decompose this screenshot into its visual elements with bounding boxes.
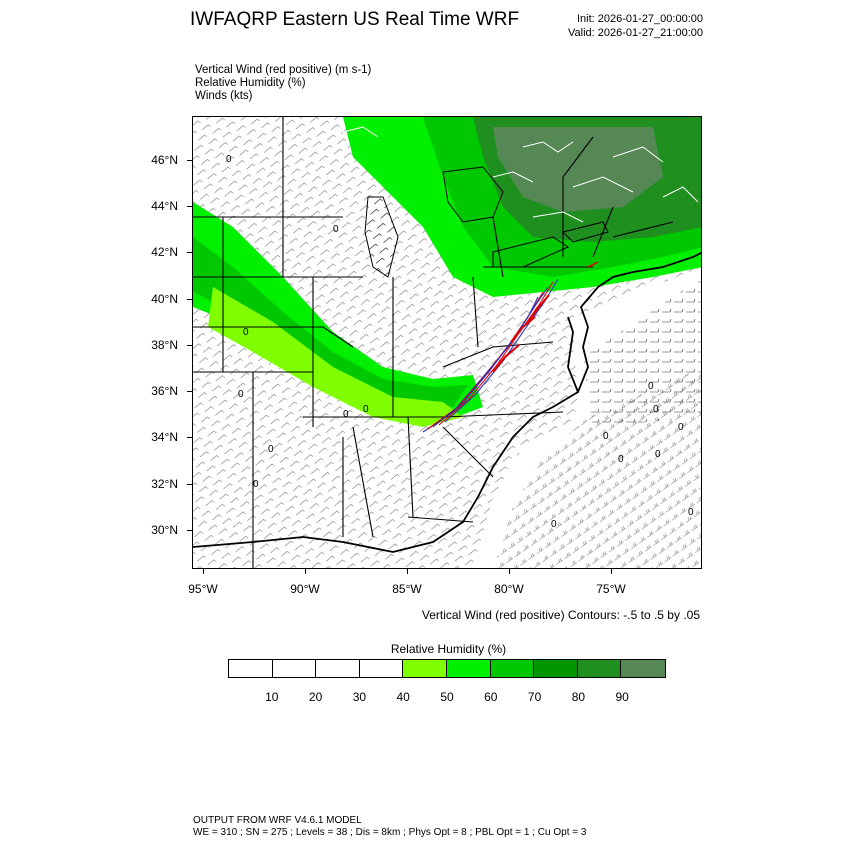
lat-tick [187,345,192,346]
field-winds: Winds (kts) [195,90,253,102]
lat-label: 34°N [151,430,178,444]
colorbar-label: 70 [527,690,542,704]
colorbar-label: 90 [615,690,629,704]
lon-label: 90°W [290,582,320,596]
lat-label: 46°N [151,153,178,167]
contour-label: 0 [243,327,249,338]
colorbar-box [446,660,491,677]
lat-label: 44°N [151,199,178,213]
lat-label: 36°N [151,384,178,398]
lat-label: 40°N [151,292,178,306]
field-relative-humidity: Relative Humidity (%) [195,77,306,89]
contour-label: 0 [333,224,339,235]
lat-label: 30°N [151,523,178,537]
lon-tick [509,569,510,574]
colorbar [228,659,666,678]
map-panel: 0 0 0 0 0 0 0 0 0 0 0 0 0 0 0 0 [192,116,702,569]
contour-label: 0 [653,404,659,415]
model-config: WE = 310 ; SN = 275 ; Levels = 38 ; Dis … [193,827,587,838]
contour-label: 0 [655,449,661,460]
model-info: OUTPUT FROM WRF V4.6.1 MODEL [193,815,362,826]
lon-tick [305,569,306,574]
contour-label: 0 [648,381,654,392]
colorbar-box [316,660,360,677]
colorbar-label: 40 [396,690,410,704]
contour-note: Vertical Wind (red positive) Contours: -… [421,608,700,622]
init-time: Init: 2026-01-27_00:00:00 [577,13,703,25]
lon-tick [407,569,408,574]
colorbar-box [272,660,317,677]
lon-tick [203,569,204,574]
colorbar-box [403,660,447,677]
contour-label: 0 [363,404,369,415]
lat-tick [187,437,192,438]
lat-label: 42°N [151,245,178,259]
contour-label: 0 [343,409,349,420]
lat-tick [187,530,192,531]
contour-label: 0 [253,479,259,490]
colorbar-box [621,660,665,677]
map-graphic: 0 0 0 0 0 0 0 0 0 0 0 0 0 0 0 0 [193,117,701,568]
colorbar-label: 10 [265,690,279,704]
lon-label: 80°W [494,582,524,596]
colorbar-label: 50 [440,690,454,704]
contour-label: 0 [268,444,274,455]
colorbar-label: 30 [352,690,367,704]
colorbar-box [577,660,622,677]
colorbar-box [359,660,404,677]
colorbar-title: Relative Humidity (%) [390,642,507,656]
contour-label: 0 [551,519,557,530]
map-title: IWFAQRP Eastern US Real Time WRF [190,9,520,30]
contour-label: 0 [618,454,624,465]
lon-tick [611,569,612,574]
lat-tick [187,160,192,161]
contour-label: 0 [603,431,609,442]
colorbar-label: 60 [484,690,498,704]
lat-tick [187,299,192,300]
contour-label: 0 [688,507,694,518]
lat-tick [187,252,192,253]
field-vertical-wind: Vertical Wind (red positive) (m s-1) [195,64,372,76]
colorbar-box [229,660,273,677]
lon-label: 95°W [188,582,218,596]
colorbar-box [534,660,578,677]
contour-label: 0 [238,389,244,400]
lat-label: 32°N [151,477,178,491]
lat-tick [187,484,192,485]
lon-label: 85°W [392,582,422,596]
lat-tick [187,391,192,392]
contour-label: 0 [226,154,232,165]
colorbar-label: 80 [571,690,586,704]
lat-label: 38°N [151,338,178,352]
lat-tick [187,206,192,207]
colorbar-label: 20 [308,690,323,704]
colorbar-box [490,660,535,677]
lon-label: 75°W [596,582,626,596]
valid-time: Valid: 2026-01-27_21:00:00 [568,27,703,39]
contour-label: 0 [678,422,684,433]
